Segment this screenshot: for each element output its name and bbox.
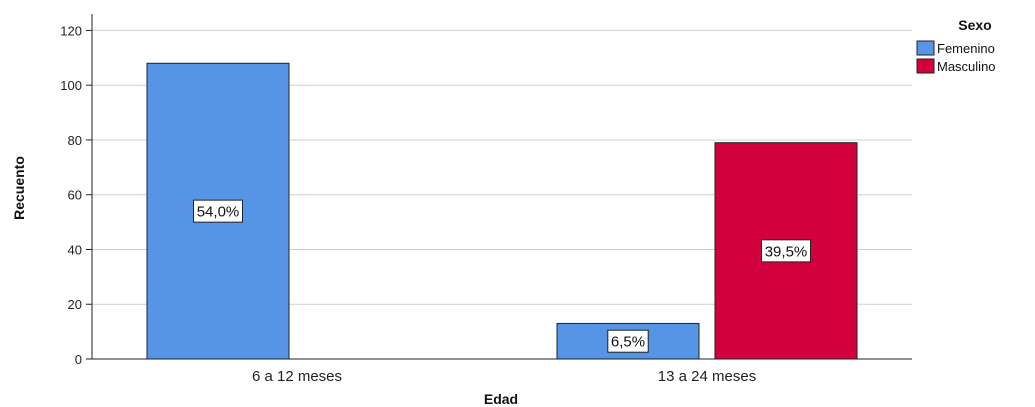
legend-swatch-masculino [916,58,935,74]
data-label: 54,0% [197,204,240,221]
y-axis-title: Recuento [11,156,27,220]
data-label-box [761,239,811,263]
y-tick-label: 20 [68,297,82,312]
data-label: 39,5% [765,243,808,260]
x-tick-label: 6 a 12 meses [252,368,342,385]
y-tick-label: 0 [75,352,82,367]
y-tick-label: 40 [68,242,82,257]
x-axis-title: Edad [484,391,518,407]
y-tick-label: 80 [68,133,82,148]
y-tick-label: 100 [60,78,82,93]
data-label-box [607,329,649,353]
y-tick-label: 60 [68,188,82,203]
x-tick-label: 13 a 24 meses [658,368,756,385]
legend: Sexo Femenino Masculino [916,17,996,74]
y-tick-label: 120 [60,23,82,38]
axes [86,14,912,360]
legend-item-femenino: Femenino [937,41,995,56]
legend-swatch-femenino [916,40,935,56]
bars [146,62,858,360]
x-tick-labels: 6 a 12 meses 13 a 24 meses [252,368,756,385]
data-labels: 54,0% 6,5% 39,5% [193,199,811,353]
legend-title: Sexo [958,17,991,33]
data-label: 6,5% [611,334,645,351]
data-label-box [193,199,243,223]
legend-item-masculino: Masculino [937,59,996,74]
y-tick-labels: 0 20 40 60 80 100 120 [60,23,82,367]
